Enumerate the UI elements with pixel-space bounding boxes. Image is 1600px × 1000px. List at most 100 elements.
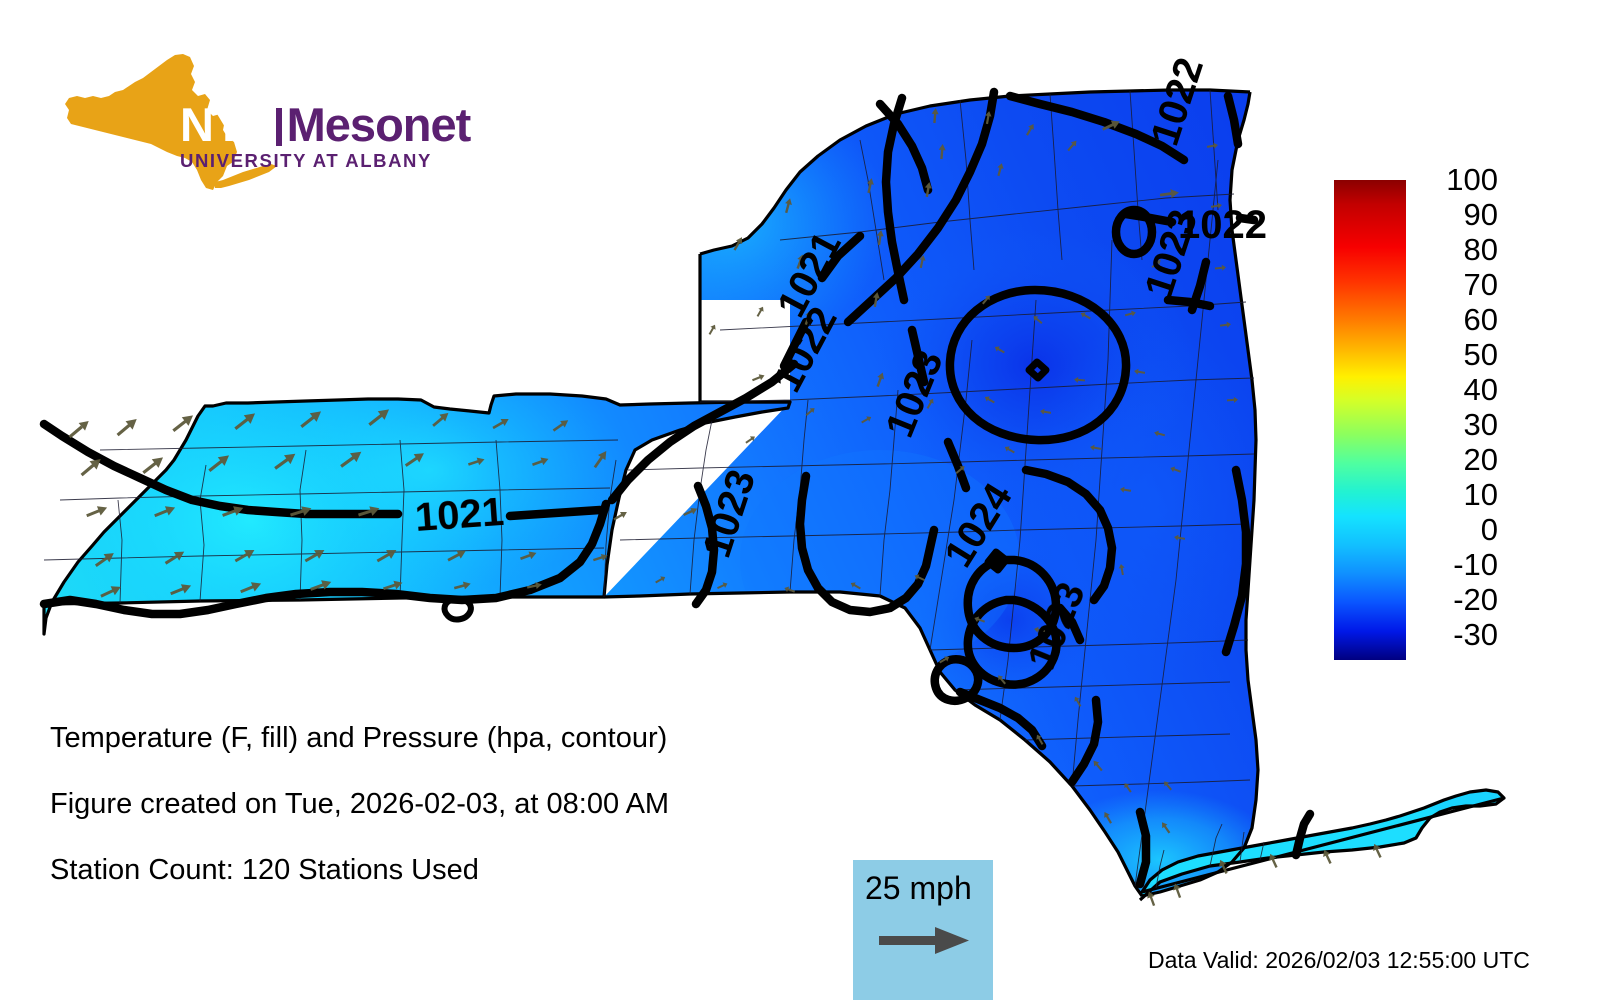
colorbar-tick-60: 60 <box>1463 302 1498 337</box>
wind-arrow <box>1074 696 1082 707</box>
wind-arrow <box>1170 466 1182 473</box>
wind-arrow <box>1151 260 1161 268</box>
wind-arrow <box>274 453 296 470</box>
wind-arrow <box>876 372 884 387</box>
wind-arrow <box>1323 849 1332 864</box>
contour-1024-small-center <box>984 548 1010 574</box>
wind-arrow <box>116 419 137 437</box>
wind-arrow <box>613 511 627 521</box>
wind-arrow <box>924 182 932 198</box>
wind-arrow <box>290 506 312 517</box>
wind-arrow <box>154 506 176 518</box>
colorbar-tick-neg20: -20 <box>1453 582 1498 617</box>
wind-arrow <box>358 506 380 517</box>
wind-arrow <box>796 254 804 269</box>
contour-1021-segment-b <box>39 419 403 519</box>
wind-arrow <box>172 415 194 433</box>
wind-arrow <box>1118 564 1125 576</box>
caption-created: Figure created on Tue, 2026-02-03, at 08… <box>50 788 670 820</box>
wind-arrow <box>447 550 466 562</box>
contour-1024-catskills-b <box>963 595 1061 689</box>
wind-arrow <box>1134 368 1146 375</box>
colorbar-tick-70: 70 <box>1463 267 1498 302</box>
wind-arrow <box>914 574 925 582</box>
wind-arrow <box>404 453 424 467</box>
colorbar-tick-30: 30 <box>1463 407 1498 442</box>
colorbar-tick-50: 50 <box>1463 337 1498 372</box>
wind-arrow <box>467 457 485 466</box>
contour-ne-corner <box>1223 91 1243 149</box>
colorbar-gradient <box>1334 180 1406 660</box>
wind-arrow <box>1104 811 1112 824</box>
wind-arrow <box>1124 783 1132 793</box>
wind-arrow <box>655 576 666 584</box>
wind-arrow <box>984 396 995 404</box>
wind-arrow <box>234 550 255 563</box>
wind-arrow <box>994 346 1005 354</box>
wind-arrow <box>785 198 792 214</box>
wind-arrow-field <box>68 108 1382 907</box>
colorbar-tick-40: 40 <box>1463 372 1498 407</box>
wind-arrow <box>304 550 325 563</box>
wind-arrow <box>492 419 509 430</box>
contour-1023-mohawk <box>795 471 939 617</box>
wind-arrow <box>1147 891 1156 907</box>
wind-arrow <box>310 580 332 591</box>
wind-arrow <box>1093 760 1103 772</box>
wind-arrow <box>1269 853 1278 868</box>
contour-1022-north-country <box>1005 91 1189 165</box>
wind-arrow <box>733 237 743 251</box>
colorbar-tick-labels: 100 90 80 70 60 50 40 30 20 10 0 -10 -20… <box>1412 164 1498 676</box>
contour-east-edge <box>1221 465 1251 657</box>
contour-1023-diag-a <box>907 325 929 387</box>
wind-arrow <box>955 466 965 474</box>
wind-arrow <box>1174 534 1186 541</box>
contour-label-group: 1021 1021 1022 1023 1023 1024 1023 1022 … <box>414 53 1267 676</box>
wind-arrow <box>1004 446 1015 454</box>
wind-arrow <box>453 581 471 590</box>
wind-arrow <box>876 230 884 246</box>
wind-arrow <box>1080 312 1091 320</box>
wind-arrow <box>805 408 815 416</box>
temperature-colorbar[interactable]: 100 90 80 70 60 50 40 30 20 10 0 -10 -20… <box>1334 164 1500 660</box>
contour-1022-b <box>843 87 999 327</box>
wind-arrow <box>938 144 946 160</box>
contour-1022-ne-b <box>1235 213 1259 225</box>
wind-arrow <box>1033 316 1043 324</box>
wind-arrow <box>752 374 765 382</box>
wind-arrow <box>1074 376 1086 383</box>
warm-region-finger-lakes <box>230 350 630 590</box>
wind-arrow <box>998 675 1006 685</box>
wind-speed-legend: 25 mph <box>853 860 993 1000</box>
wind-arrow <box>1214 264 1226 271</box>
contour-1024-adirondack-center <box>1025 358 1050 382</box>
wind-arrow <box>866 178 874 194</box>
contour-label-1022-northeast: 1022 <box>1178 203 1267 247</box>
mid-region-hudson-valley <box>1020 320 1258 680</box>
contour-1023-diag-b <box>943 437 971 493</box>
wind-arrow <box>1120 486 1132 493</box>
wind-arrow <box>1036 734 1044 745</box>
wind-arrow <box>1219 859 1228 874</box>
contour-small-loop-west <box>441 596 474 623</box>
logo-wordmark: NYS Mesonet <box>180 101 471 148</box>
wind-arrow <box>1226 396 1238 403</box>
wind-arrow <box>592 554 608 562</box>
wind-arrow <box>340 451 362 468</box>
wind-arrow <box>432 412 449 427</box>
wind-arrow <box>1067 140 1077 152</box>
wind-arrow <box>100 586 121 598</box>
wind-arrow <box>86 506 108 518</box>
colorbar-tick-neg30: -30 <box>1453 617 1498 652</box>
contour-1023-central <box>691 481 719 609</box>
contour-1023-hudson-b <box>1067 695 1103 787</box>
wind-arrow <box>756 306 764 317</box>
wind-arrow <box>1090 444 1102 451</box>
wind-arrow <box>804 310 812 326</box>
wind-arrow <box>234 413 256 431</box>
caption-station-count: Station Count: 120 Stations Used <box>50 854 479 886</box>
wind-arrow <box>142 457 164 475</box>
wind-arrow <box>997 163 1004 177</box>
